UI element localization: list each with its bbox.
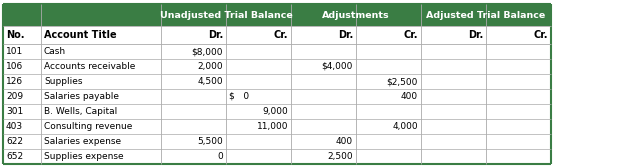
Bar — [3, 119, 551, 134]
Text: 106: 106 — [6, 62, 23, 71]
Text: 4,000: 4,000 — [392, 122, 418, 131]
Text: 2,000: 2,000 — [197, 62, 223, 71]
Bar — [3, 74, 551, 89]
Text: 0: 0 — [217, 152, 223, 161]
Text: 9,000: 9,000 — [262, 107, 288, 116]
Text: 400: 400 — [401, 92, 418, 101]
Text: Dr.: Dr. — [338, 30, 353, 40]
Text: $   0: $ 0 — [229, 92, 249, 101]
Text: 11,000: 11,000 — [257, 122, 288, 131]
Bar — [3, 4, 551, 26]
Text: Salaries expense: Salaries expense — [44, 137, 121, 146]
Text: Supplies: Supplies — [44, 77, 82, 86]
Text: Dr.: Dr. — [468, 30, 483, 40]
Text: 400: 400 — [336, 137, 353, 146]
Text: $2,500: $2,500 — [387, 77, 418, 86]
Text: 101: 101 — [6, 47, 23, 56]
Text: $8,000: $8,000 — [191, 47, 223, 56]
Text: 5,500: 5,500 — [197, 137, 223, 146]
Text: Cr.: Cr. — [404, 30, 418, 40]
Text: Unadjusted Trial Balance: Unadjusted Trial Balance — [159, 10, 292, 19]
Text: $4,000: $4,000 — [321, 62, 353, 71]
Text: 301: 301 — [6, 107, 23, 116]
Text: Cash: Cash — [44, 47, 66, 56]
Bar — [3, 26, 551, 44]
Text: 126: 126 — [6, 77, 23, 86]
Bar — [3, 134, 551, 149]
Bar — [3, 149, 551, 164]
Bar — [3, 89, 551, 104]
Text: Dr.: Dr. — [207, 30, 223, 40]
Text: No.: No. — [6, 30, 24, 40]
Text: 403: 403 — [6, 122, 23, 131]
Text: Adjustments: Adjustments — [322, 10, 390, 19]
Bar — [3, 44, 551, 59]
Text: Salaries payable: Salaries payable — [44, 92, 119, 101]
Bar — [3, 104, 551, 119]
Text: 2,500: 2,500 — [327, 152, 353, 161]
Text: 4,500: 4,500 — [197, 77, 223, 86]
Text: B. Wells, Capital: B. Wells, Capital — [44, 107, 117, 116]
Text: Accounts receivable: Accounts receivable — [44, 62, 135, 71]
Text: Supplies expense: Supplies expense — [44, 152, 123, 161]
Text: 209: 209 — [6, 92, 23, 101]
Text: Account Title: Account Title — [44, 30, 117, 40]
Bar — [3, 59, 551, 74]
Text: Adjusted Trial Balance: Adjusted Trial Balance — [426, 10, 546, 19]
Text: Consulting revenue: Consulting revenue — [44, 122, 132, 131]
Text: 652: 652 — [6, 152, 23, 161]
Text: 622: 622 — [6, 137, 23, 146]
Text: Cr.: Cr. — [533, 30, 548, 40]
Text: Cr.: Cr. — [273, 30, 288, 40]
